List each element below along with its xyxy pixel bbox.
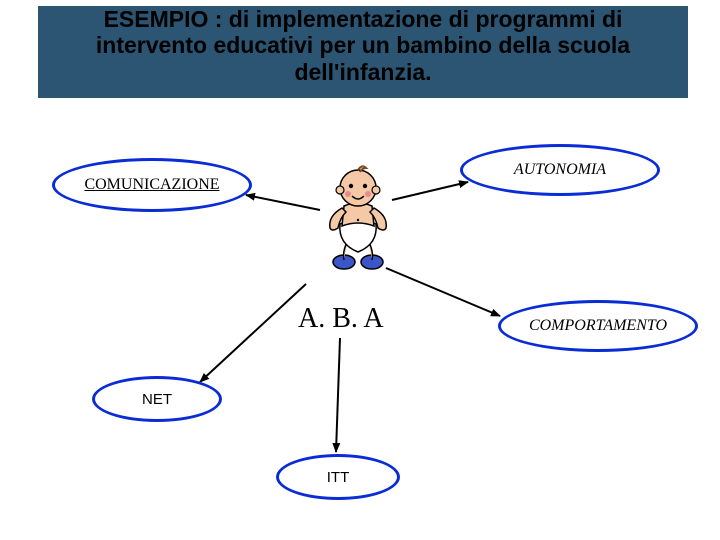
arrow — [392, 182, 468, 200]
slide-canvas: ESEMPIO : di implementazione di programm… — [0, 0, 720, 540]
node-comunicazione: COMUNICAZIONE — [52, 158, 252, 212]
node-itt: ITT — [276, 454, 400, 500]
node-comportamento: COMPORTAMENTO — [498, 300, 698, 352]
arrow — [336, 338, 340, 452]
node-net-label: NET — [142, 391, 172, 408]
arrow — [200, 284, 306, 382]
node-autonomia: AUTONOMIA — [460, 144, 660, 196]
node-comportamento-label: COMPORTAMENTO — [529, 317, 667, 335]
center-label: A. B. A — [298, 303, 384, 335]
node-itt-label: ITT — [327, 469, 350, 486]
arrow — [386, 268, 500, 316]
baby-illustration — [318, 162, 398, 272]
node-comunicazione-label: COMUNICAZIONE — [84, 176, 219, 194]
arrow — [246, 195, 320, 210]
slide-title: ESEMPIO : di implementazione di programm… — [38, 6, 688, 85]
node-net: NET — [92, 376, 222, 422]
node-autonomia-label: AUTONOMIA — [514, 161, 606, 179]
